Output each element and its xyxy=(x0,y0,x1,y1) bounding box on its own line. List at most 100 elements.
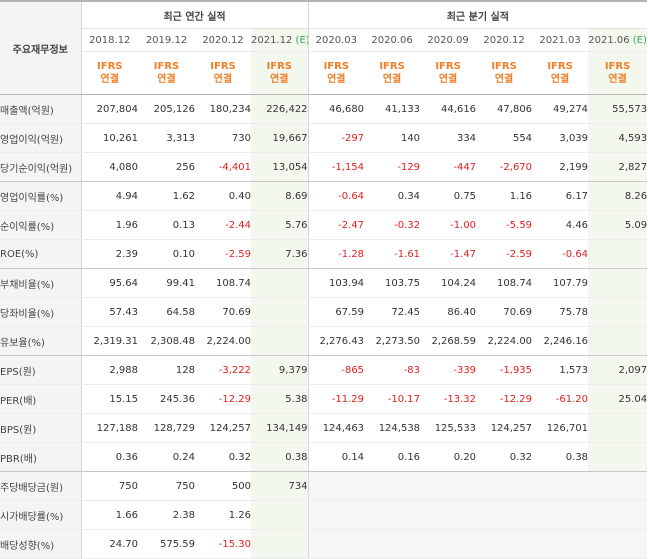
value-cell: -447 xyxy=(420,152,477,182)
value-cell: 67.59 xyxy=(307,297,365,327)
ifrs-standard-label: IFRS xyxy=(323,61,350,72)
row-label: 영업이익률(%) xyxy=(0,181,82,211)
value-cell: 1.96 xyxy=(81,210,138,240)
table-row: 배당성향(%) 24.70 575.59 -15.30 xyxy=(0,529,648,559)
value-cell: 2,224.00 xyxy=(195,326,251,356)
value-cell: 0.14 xyxy=(307,442,365,472)
value-cell: -1.61 xyxy=(364,239,421,269)
value-cell xyxy=(532,529,589,559)
value-cell: 19,667 xyxy=(251,123,309,153)
value-cell: -297 xyxy=(307,123,365,153)
value-cell: 124,257 xyxy=(476,413,533,443)
value-cell xyxy=(420,471,477,501)
value-cell: -2.59 xyxy=(476,239,533,269)
value-cell: 734 xyxy=(251,471,309,501)
value-cell: 103.94 xyxy=(307,268,365,298)
value-cell: 2.38 xyxy=(138,500,195,530)
ifrs-standard-label: IFRS xyxy=(210,61,236,72)
value-cell: 2,268.59 xyxy=(420,326,477,356)
ifrs-consolidated-label: 연결 xyxy=(550,74,570,85)
table-row: 주당배당금(원) 750 750 500 734 xyxy=(0,471,648,501)
value-cell: -1.47 xyxy=(420,239,477,269)
value-cell: 13,054 xyxy=(251,152,309,182)
ifrs-standard-label: IFRS xyxy=(379,61,405,72)
value-cell xyxy=(588,326,648,356)
ifrs-standard-label: IFRS xyxy=(491,61,517,72)
value-cell xyxy=(251,326,309,356)
value-cell: 1.26 xyxy=(195,500,251,530)
value-cell xyxy=(476,500,533,530)
value-cell xyxy=(588,297,648,327)
period-header: 2021.03 xyxy=(532,28,589,52)
value-cell: 24.70 xyxy=(81,529,138,559)
value-cell: 140 xyxy=(364,123,421,153)
value-cell: -339 xyxy=(420,355,477,385)
period-label: 2018.12 xyxy=(89,34,131,46)
value-cell: 3,313 xyxy=(138,123,195,153)
period-header: 2020.03 xyxy=(307,28,365,52)
value-cell: -1,935 xyxy=(476,355,533,385)
table-row: 영업이익(억원) 10,261 3,313 730 19,667 -297 140 334 55… xyxy=(0,123,648,153)
ifrs-standard-label: IFRS xyxy=(153,61,180,72)
value-cell: 95.64 xyxy=(81,268,138,298)
value-cell: 500 xyxy=(195,471,251,501)
value-cell: 5.09 xyxy=(588,210,648,240)
table-row: 매출액(억원) 207,804 205,126 180,234 226,422 46,68… xyxy=(0,94,648,124)
period-header: 2020.06 xyxy=(364,28,421,52)
value-cell: 2,308.48 xyxy=(138,326,195,356)
value-cell: -83 xyxy=(364,355,421,385)
ifrs-badge: IFRS 연결 xyxy=(138,51,195,95)
table-row: 순이익률(%) 1.96 0.13 -2.44 5.76 -2.47 -0.32 -1.00-… xyxy=(0,210,648,240)
value-cell: 575.59 xyxy=(138,529,195,559)
value-cell: 0.32 xyxy=(195,442,251,472)
value-cell: 6.17 xyxy=(532,181,589,211)
value-cell: 103.75 xyxy=(364,268,421,298)
value-cell: 1.62 xyxy=(138,181,195,211)
value-cell: 134,149 xyxy=(251,413,309,443)
row-label: 배당성향(%) xyxy=(0,529,82,559)
value-cell: -10.17 xyxy=(364,384,421,414)
value-cell xyxy=(364,500,421,530)
value-cell: -129 xyxy=(364,152,421,182)
ifrs-standard-label: IFRS xyxy=(435,61,461,72)
row-label: 당좌비율(%) xyxy=(0,297,82,327)
ifrs-consolidated-label: 연결 xyxy=(213,74,233,85)
value-cell: 49,274 xyxy=(532,94,589,124)
period-header: 2021.12 (E) xyxy=(251,28,309,52)
value-cell: -12.29 xyxy=(195,384,251,414)
ifrs-badge: IFRS 연결 xyxy=(251,51,309,95)
value-cell: 86.40 xyxy=(420,297,477,327)
value-cell xyxy=(251,268,309,298)
ifrs-consolidated-label: 연결 xyxy=(157,74,176,85)
value-cell xyxy=(532,500,589,530)
value-cell: 5.76 xyxy=(251,210,309,240)
annual-header: 최근 연간 실적 xyxy=(81,0,309,29)
value-cell: -865 xyxy=(307,355,365,385)
value-cell: -4,401 xyxy=(195,152,251,182)
period-header: 2020.12 xyxy=(195,28,251,52)
value-cell xyxy=(251,500,309,530)
ifrs-consolidated-label: 연결 xyxy=(100,74,119,85)
table-row: 당기순이익(억원) 4,080 256 -4,401 13,054 -1,154 -129-… xyxy=(0,152,648,182)
value-cell: 0.24 xyxy=(138,442,195,472)
ifrs-consolidated-label: 연결 xyxy=(270,74,289,85)
value-cell: -2.59 xyxy=(195,239,251,269)
value-cell: 2,273.50 xyxy=(364,326,421,356)
value-cell: 128,729 xyxy=(138,413,195,443)
value-cell: 107.79 xyxy=(532,268,589,298)
value-cell: 750 xyxy=(81,471,138,501)
value-cell xyxy=(588,500,648,530)
value-cell xyxy=(588,239,648,269)
ifrs-consolidated-label: 연결 xyxy=(494,74,514,85)
value-cell: -2.47 xyxy=(307,210,365,240)
table-row: 유보율(%) 2,319.31 2,308.48 2,224.00 2,276.43 2,… xyxy=(0,326,648,356)
value-cell: 124,463 xyxy=(307,413,365,443)
value-cell: 4.94 xyxy=(81,181,138,211)
value-cell xyxy=(251,297,309,327)
value-cell: 0.34 xyxy=(364,181,421,211)
table-row: 영업이익률(%) 4.94 1.62 0.40 8.69 -0.64 0.34 0.75 1.1… xyxy=(0,181,648,211)
ifrs-consolidated-label: 연결 xyxy=(327,74,346,85)
value-cell: -13.32 xyxy=(420,384,477,414)
value-cell xyxy=(588,442,648,472)
value-cell: 127,188 xyxy=(81,413,138,443)
